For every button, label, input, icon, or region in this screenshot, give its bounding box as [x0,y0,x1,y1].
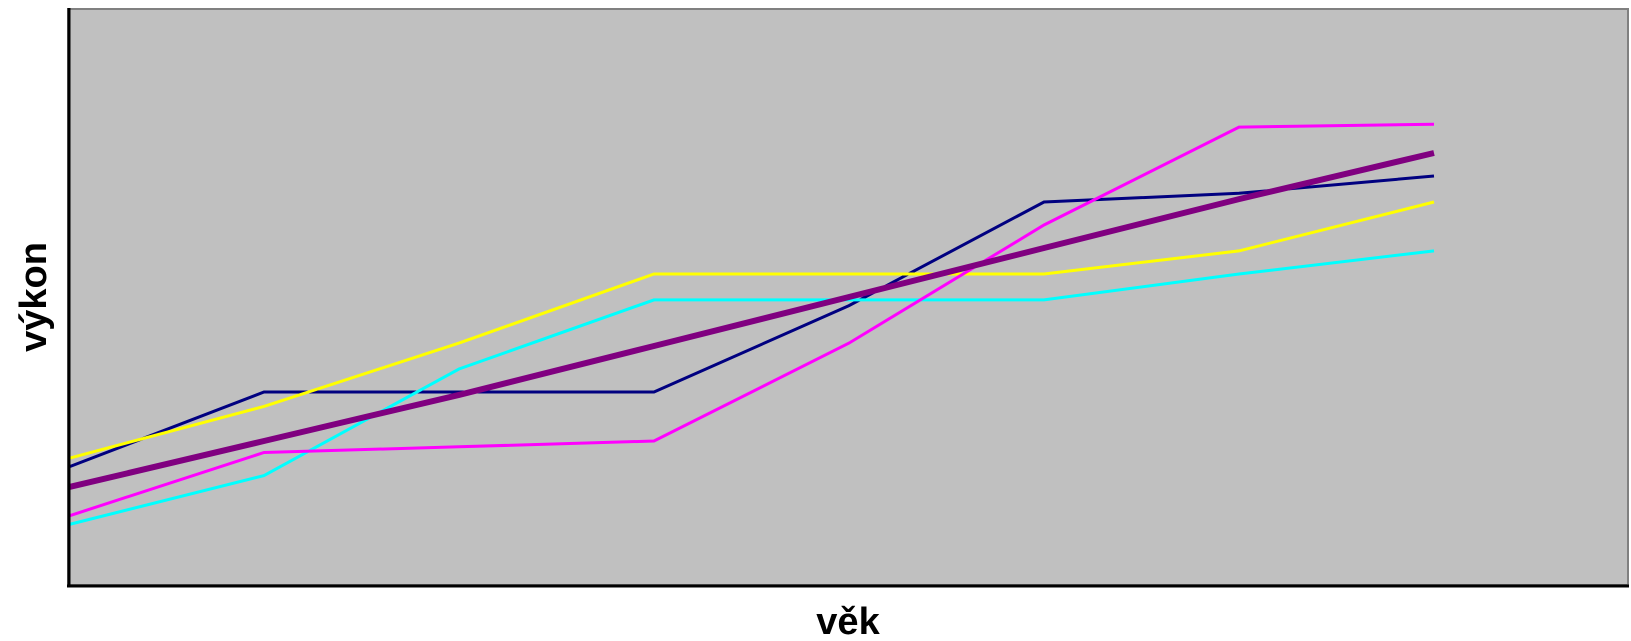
y-axis-title: výkon [13,242,55,352]
x-axis-title: věk [816,601,880,641]
series-line-1 [68,174,1435,469]
series-line-5 [68,150,1435,491]
series-line-2 [68,200,1435,460]
series-line-4 [68,122,1435,518]
series-line-3 [68,249,1435,526]
series-layer [68,122,1435,526]
